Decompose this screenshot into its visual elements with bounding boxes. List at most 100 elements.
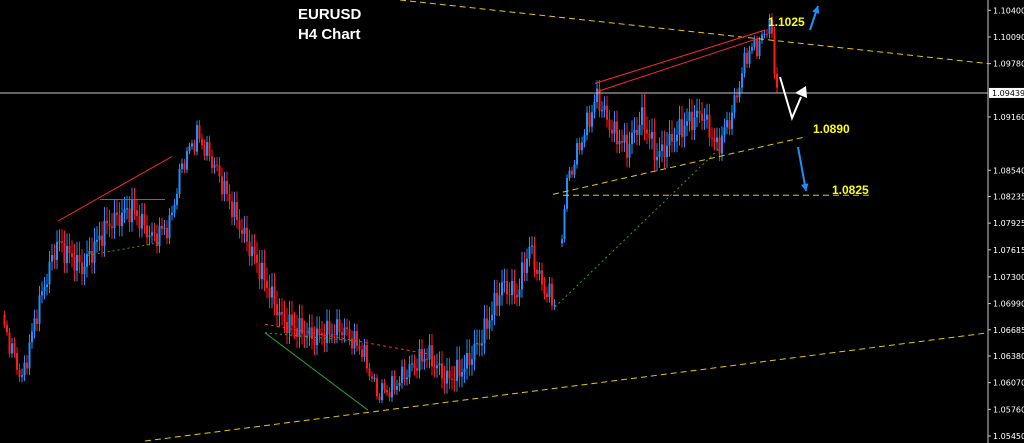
candle-body xyxy=(163,227,166,229)
candle-body xyxy=(106,220,108,224)
candle-body xyxy=(316,328,318,346)
candle-body xyxy=(416,368,418,371)
candle-body xyxy=(8,332,11,354)
candle-body xyxy=(273,286,276,305)
candle-body xyxy=(551,283,553,306)
chart-overlays: 1.1025 1.0890 1.0825 xyxy=(0,0,989,442)
candle-body xyxy=(476,343,478,345)
candle-body xyxy=(286,321,288,334)
candle-body xyxy=(71,253,73,257)
candle-body xyxy=(518,289,521,298)
candle-body xyxy=(193,143,196,152)
candle-body xyxy=(566,178,568,209)
candle-body xyxy=(641,107,643,125)
candle-body xyxy=(308,327,311,336)
axis-tick-label: 1.05760 xyxy=(993,405,1024,414)
candle-body xyxy=(576,143,578,165)
candle-body xyxy=(143,213,146,226)
candle-body xyxy=(101,235,103,246)
axis-tick-label: 1.08540 xyxy=(993,166,1024,175)
candle-body xyxy=(318,328,321,333)
candle-body xyxy=(366,344,368,369)
candle-body xyxy=(211,156,213,168)
candle-body xyxy=(378,396,381,401)
candle-body xyxy=(603,105,606,111)
candle-body xyxy=(676,134,678,142)
candle-body xyxy=(593,101,596,113)
candle-body xyxy=(281,312,283,315)
candle-body xyxy=(538,270,541,274)
candle-body xyxy=(751,47,753,51)
candle-body xyxy=(266,280,268,288)
candle-body xyxy=(456,359,458,381)
candle-body xyxy=(451,378,453,380)
candle-body xyxy=(541,270,543,285)
candle-body xyxy=(288,314,291,334)
candle-body xyxy=(141,213,143,229)
candle-body xyxy=(46,284,48,288)
candle-body xyxy=(176,193,178,206)
candle-body xyxy=(463,368,466,373)
candle-body xyxy=(466,353,468,369)
axis-tick-label: 1.10400 xyxy=(993,6,1024,15)
candle-body xyxy=(488,320,491,329)
candle-body xyxy=(723,127,726,136)
candle-body xyxy=(26,362,28,369)
candle-body xyxy=(573,164,576,175)
candle-body xyxy=(578,143,581,151)
candle-body xyxy=(66,245,68,263)
candle-body xyxy=(81,262,83,275)
candle-body xyxy=(761,34,763,41)
axis-tick-label: 1.06990 xyxy=(993,300,1024,309)
candle-body xyxy=(393,376,396,390)
candle-body xyxy=(448,370,451,379)
candle-body xyxy=(338,319,341,333)
candle-body xyxy=(421,349,423,362)
current-price-label: 1.09439 xyxy=(992,89,1024,98)
candle-body xyxy=(103,220,106,246)
candle-body xyxy=(406,377,408,380)
candle-body xyxy=(691,111,693,131)
candle-body xyxy=(706,114,708,120)
candle-body xyxy=(528,246,531,259)
pattern-line xyxy=(264,323,431,355)
candle-body xyxy=(666,145,668,158)
candle-body xyxy=(733,95,736,113)
candle-body xyxy=(148,235,151,238)
candle-body xyxy=(678,119,681,135)
candle-body xyxy=(216,164,218,166)
pattern-line xyxy=(264,332,361,342)
candle-body xyxy=(563,208,566,240)
candle-body xyxy=(521,262,523,290)
candle-body xyxy=(626,134,628,158)
candle-body xyxy=(646,129,648,134)
candle-body xyxy=(718,137,721,154)
candle-body xyxy=(426,358,428,360)
candle-body xyxy=(191,143,193,147)
wedge-top-line xyxy=(594,29,766,84)
candle-body xyxy=(478,343,481,346)
candle-body xyxy=(431,345,433,367)
candle-body xyxy=(226,180,228,194)
candle-body xyxy=(428,345,431,360)
candle-body xyxy=(743,52,746,74)
candle-body xyxy=(171,212,173,216)
candle-body xyxy=(771,19,773,34)
candle-body xyxy=(201,138,203,146)
candle-body xyxy=(701,113,703,121)
candle-body xyxy=(241,229,243,234)
axis-tick-label: 1.07300 xyxy=(993,273,1024,282)
candle-body xyxy=(613,121,616,134)
candle-body xyxy=(298,318,301,337)
candle-body xyxy=(118,215,121,227)
candle-body xyxy=(401,366,403,384)
axis-tick-label: 1.06380 xyxy=(993,352,1024,361)
candlestick-series xyxy=(3,13,778,404)
candle-body xyxy=(671,133,673,142)
axis-tick-label: 1.05450 xyxy=(993,432,1024,441)
candle-body xyxy=(481,343,483,346)
candle-body xyxy=(43,287,46,292)
candle-body xyxy=(236,202,238,220)
candle-body xyxy=(183,163,186,170)
